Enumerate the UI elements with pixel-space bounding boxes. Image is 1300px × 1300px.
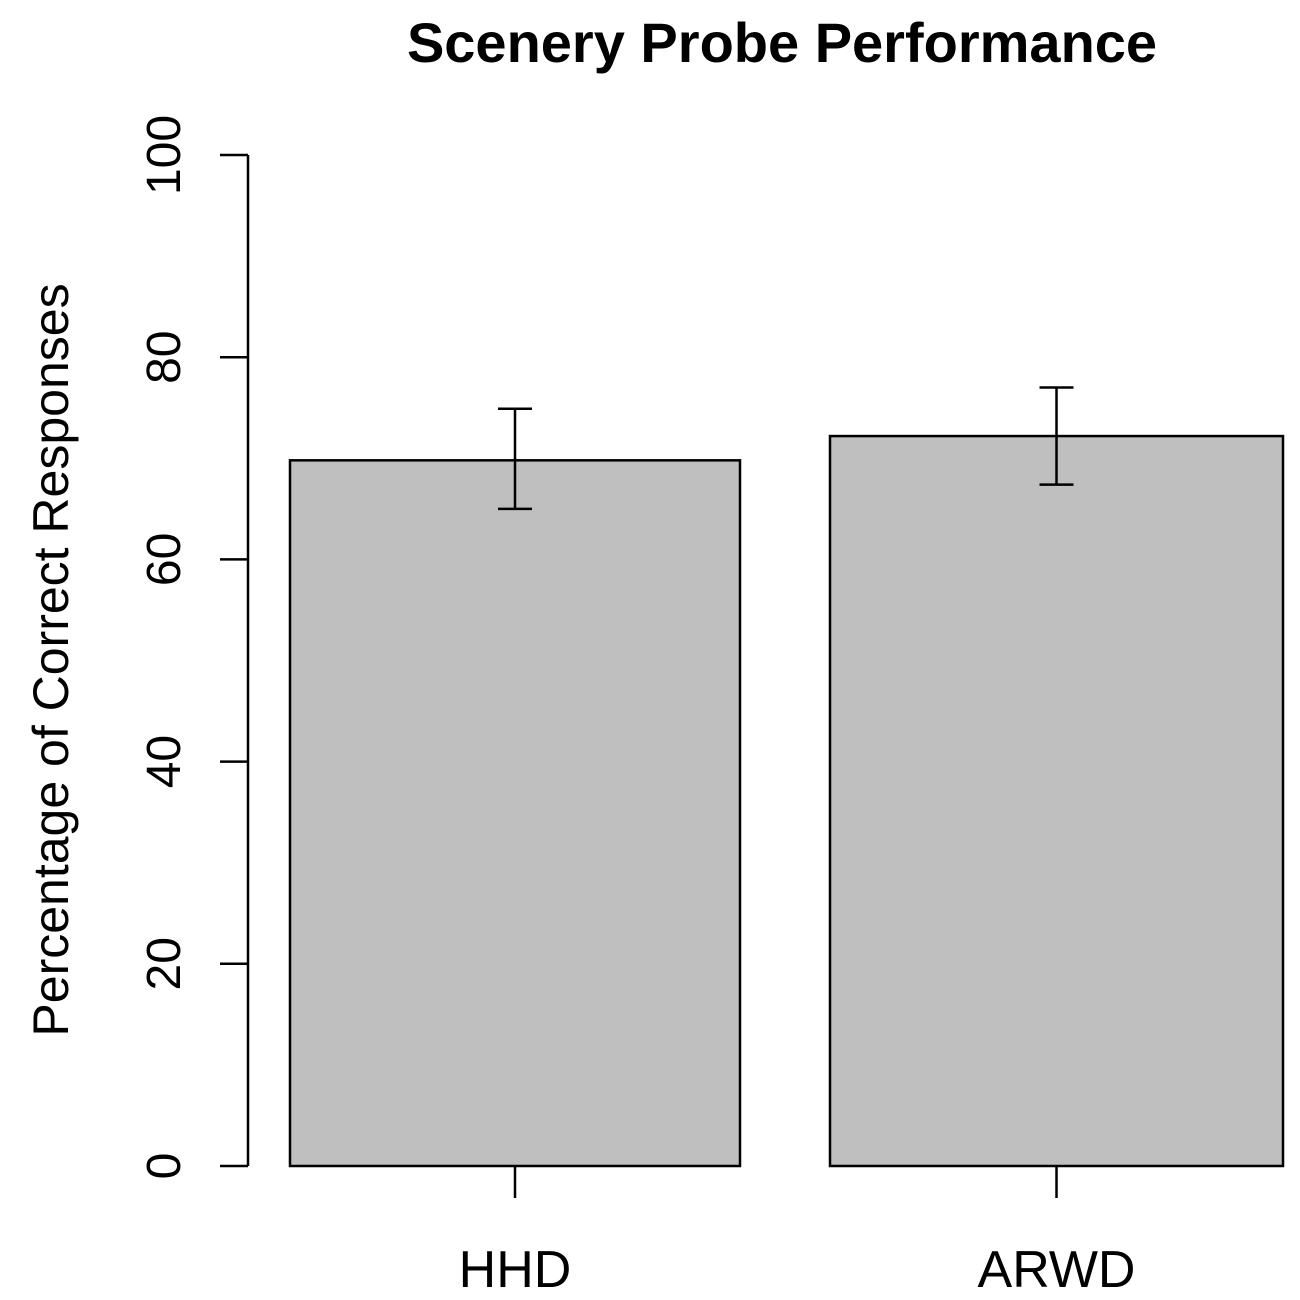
y-axis-label: Percentage of Correct Responses: [23, 283, 79, 1036]
bar-arwd: [828, 434, 1285, 1168]
bars: [288, 386, 1285, 1168]
y-tick-label: 100: [138, 115, 191, 195]
x-category-label-arwd: ARWD: [978, 1241, 1136, 1299]
y-tick-label: 40: [138, 735, 191, 788]
y-axis: 0 20 40 60 80 100: [138, 115, 250, 1180]
chart-title: Scenery Probe Performance: [407, 11, 1157, 74]
y-tick-label: 60: [138, 533, 191, 586]
y-tick-label: 0: [138, 1153, 191, 1180]
error-bar-arwd: [1039, 386, 1074, 486]
y-tick-label: 80: [138, 331, 191, 384]
x-category-label-hhd: HHD: [459, 1241, 572, 1299]
bar-hhd: [288, 459, 742, 1168]
error-bar-hhd: [498, 407, 532, 511]
y-tick-label: 20: [138, 937, 191, 990]
x-axis: HHD ARWD: [459, 1166, 1136, 1299]
